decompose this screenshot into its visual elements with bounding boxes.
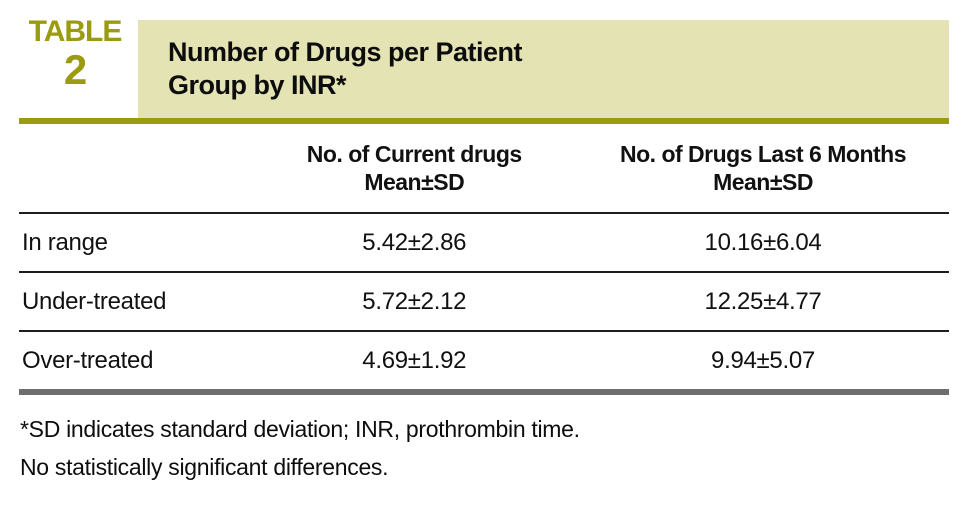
current-drugs-value: 5.42±2.86 [362,228,467,256]
table-row: Under-treated 5.72±2.12 12.25±4.77 [19,273,949,330]
footnote-line-2: No statistically significant differences… [20,454,389,480]
row-divider [19,330,949,332]
footnote-line-1: *SD indicates standard deviation; INR, p… [20,416,580,442]
table-label-word: TABLE [28,15,123,48]
table-header-row: No. of Current drugs Mean±SD No. of Drug… [19,124,949,212]
column-header-current-line-2: Mean±SD [364,169,465,195]
current-drugs-value: 5.72±2.12 [362,287,467,315]
table-row: In range 5.42±2.86 10.16±6.04 [19,214,949,271]
row-label: Under-treated [22,287,167,315]
table-title-line-2: Group by INR* [168,70,347,100]
column-header-last-6-months: No. of Drugs Last 6 Months Mean±SD [577,140,949,196]
row-label: In range [22,228,108,256]
footnotes: *SD indicates standard deviation; INR, p… [20,410,950,486]
table-title-bar: Number of Drugs per Patient Group by INR… [138,20,949,118]
table-bottom-rule [19,389,949,395]
table-number-label: TABLE 2 [26,16,124,92]
column-header-last6-line-1: No. of Drugs Last 6 Months [620,141,907,167]
last-6-months-value: 12.25±4.77 [704,287,822,315]
last-6-months-value: 9.94±5.07 [711,346,815,374]
row-divider [19,212,949,214]
table-label-number: 2 [63,46,87,93]
row-label: Over-treated [22,346,154,374]
column-header-last6-line-2: Mean±SD [713,169,813,195]
last-6-months-value: 10.16±6.04 [704,228,822,256]
current-drugs-value: 4.69±1.92 [362,346,467,374]
table-row: Over-treated 4.69±1.92 9.94±5.07 [19,332,949,389]
table-title-line-1: Number of Drugs per Patient [168,37,523,67]
row-divider [19,271,949,273]
column-header-current-line-1: No. of Current drugs [306,141,522,167]
header-divider-rule [19,118,949,124]
column-header-current-drugs: No. of Current drugs Mean±SD [252,140,578,196]
data-table: No. of Current drugs Mean±SD No. of Drug… [19,124,949,395]
